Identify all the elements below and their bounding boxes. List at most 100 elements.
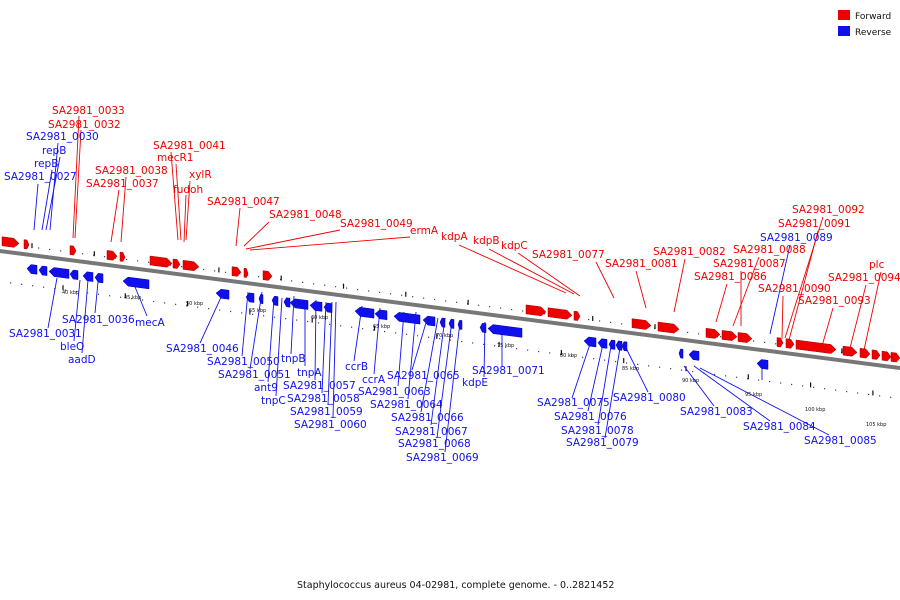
baseline-dot bbox=[879, 395, 881, 397]
baseline-dot bbox=[621, 323, 623, 325]
baseline-dot bbox=[599, 320, 601, 322]
baseline-dot bbox=[450, 339, 452, 341]
gene-label: SA2981_0085 bbox=[804, 435, 877, 447]
baseline-dot bbox=[131, 298, 133, 300]
baseline-dot bbox=[49, 248, 51, 251]
label-leader-line bbox=[604, 347, 621, 439]
reverse-gene-arrow bbox=[245, 292, 255, 303]
reverse-gene-arrow bbox=[323, 302, 333, 313]
gene-label: repB bbox=[34, 158, 58, 170]
baseline-dot bbox=[390, 293, 392, 295]
gene-label: SA2981_0036 bbox=[62, 314, 135, 326]
baseline-dot bbox=[186, 305, 188, 307]
baseline-dot bbox=[461, 340, 463, 343]
forward-gene-arrow bbox=[785, 338, 795, 349]
baseline-dot bbox=[571, 355, 573, 357]
label-leader-line bbox=[699, 367, 830, 436]
gene-label: SA2981_0065 bbox=[387, 370, 460, 382]
gene-arrows bbox=[1, 236, 900, 370]
forward-gene-arrow bbox=[871, 349, 881, 360]
baseline-dot bbox=[538, 350, 540, 353]
gene-label: SA2981_0048 bbox=[269, 209, 342, 221]
baseline-dot bbox=[208, 308, 210, 310]
label-leader-line bbox=[430, 317, 446, 426]
baseline-dot bbox=[54, 288, 56, 290]
scale-label: 50 kbp bbox=[186, 301, 203, 307]
baseline-dot bbox=[489, 306, 491, 308]
label-leader-line bbox=[781, 295, 784, 340]
forward-gene-arrow bbox=[243, 267, 249, 278]
baseline-dot bbox=[813, 386, 815, 388]
gene-label: ermA bbox=[410, 225, 439, 237]
label-leader-line bbox=[73, 279, 81, 342]
gene-label: SA2981_0090 bbox=[758, 283, 831, 295]
baseline-dot bbox=[258, 276, 260, 278]
baseline-dot bbox=[137, 260, 139, 262]
gene-label: SA2981_0063 bbox=[358, 386, 431, 398]
label-leader-line bbox=[132, 281, 148, 317]
forward-gene-arrow bbox=[149, 255, 173, 268]
baseline-dot bbox=[87, 292, 89, 294]
gene-label: SA2981_0067 bbox=[395, 426, 468, 438]
label-leader-line bbox=[110, 189, 120, 243]
legend: Forward Reverse bbox=[838, 10, 892, 38]
label-leader-line bbox=[571, 343, 591, 399]
scale-label: 70 kbp bbox=[436, 333, 453, 339]
reverse-gene-arrow bbox=[48, 267, 70, 279]
gene-label: SA2981_0088 bbox=[733, 244, 806, 256]
baseline-dot bbox=[379, 291, 381, 293]
gene-label: tnpC bbox=[261, 395, 286, 407]
gene-label: SA2981_0093 bbox=[798, 295, 871, 307]
gene-label: SA2981_0060 bbox=[294, 419, 367, 431]
baseline-dot bbox=[307, 320, 309, 323]
label-leader-line bbox=[444, 321, 461, 453]
gene-label: SA2981_0068 bbox=[398, 438, 471, 450]
baseline-dot bbox=[428, 336, 430, 338]
gene-label: SA2981_0030 bbox=[26, 131, 99, 143]
baseline-dot bbox=[384, 330, 386, 333]
baseline-dot bbox=[32, 285, 34, 287]
baseline-dot bbox=[890, 396, 892, 398]
reverse-gene-arrow bbox=[439, 317, 446, 328]
reverse-gene-arrow bbox=[354, 307, 375, 319]
gene-label: SA2981_0087 bbox=[713, 258, 786, 270]
label-leader-line bbox=[769, 244, 791, 335]
baseline-dot bbox=[241, 312, 243, 314]
baseline-dot bbox=[698, 333, 700, 335]
scale-label: 80 kbp bbox=[560, 353, 577, 359]
baseline-dot bbox=[527, 349, 529, 351]
label-leader-line bbox=[488, 248, 575, 295]
baseline-dot bbox=[764, 341, 766, 344]
baseline-dot bbox=[692, 370, 694, 373]
baseline-dot bbox=[170, 264, 172, 266]
label-leader-line bbox=[683, 365, 715, 407]
forward-gene-arrow bbox=[631, 318, 652, 330]
baseline-dot bbox=[434, 298, 436, 301]
forward-gene-arrow bbox=[859, 348, 871, 359]
reverse-gene-arrow bbox=[688, 350, 700, 361]
baseline-dot bbox=[225, 271, 227, 273]
gene-label: bleO bbox=[60, 341, 84, 353]
gene-label: kdpC bbox=[501, 240, 528, 252]
scale-label: 90 kbp bbox=[682, 378, 699, 384]
label-leader-line bbox=[397, 311, 405, 387]
gene-label: fudoh bbox=[173, 184, 203, 196]
forward-gene-arrow bbox=[106, 250, 118, 261]
reverse-gene-arrow bbox=[448, 318, 455, 329]
forward-labels: SA2981_0033 SA2981_0032 SA2981_0041 mecR… bbox=[48, 105, 900, 307]
reverse-gene-arrow bbox=[678, 348, 684, 359]
forward-gene-arrow bbox=[1, 236, 20, 248]
baseline-dot bbox=[472, 342, 474, 344]
reverse-gene-arrow bbox=[393, 312, 421, 325]
label-leader-line bbox=[249, 291, 263, 370]
scale-label: 105 kbp bbox=[866, 422, 886, 428]
gene-label: SA2981_0032 bbox=[48, 119, 121, 131]
baseline-dot bbox=[780, 382, 782, 384]
gene-label: SA2981_0058 bbox=[287, 393, 360, 405]
forward-gene-arrow bbox=[182, 260, 200, 271]
baseline-dot bbox=[417, 335, 419, 337]
baseline-dot bbox=[423, 297, 425, 299]
gene-label: SA2981_0076 bbox=[554, 411, 627, 423]
baseline-dot bbox=[868, 393, 870, 396]
